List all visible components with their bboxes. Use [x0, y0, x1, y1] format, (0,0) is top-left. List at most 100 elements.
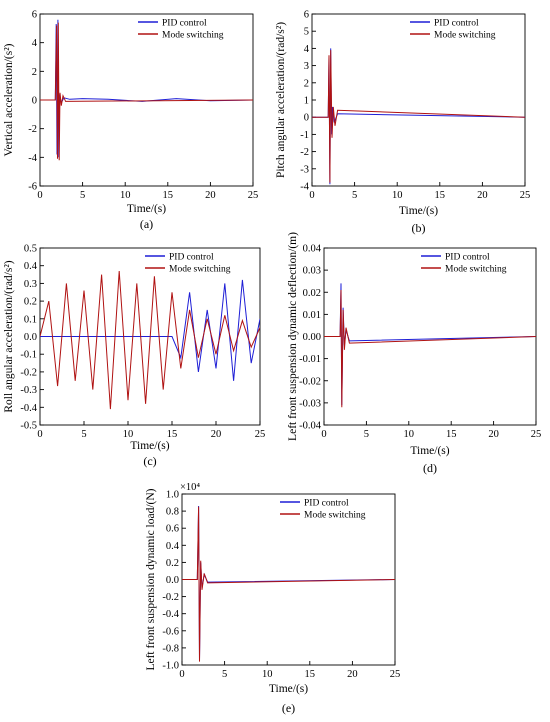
x-tick-label: 5 — [222, 669, 227, 680]
series-line-pid-control — [324, 283, 536, 406]
series-line-pid-control — [40, 279, 260, 381]
y-tick-label: 3 — [304, 61, 309, 72]
y-multiplier-label: ×10⁴ — [180, 482, 200, 493]
y-tick-label: 5 — [304, 27, 309, 38]
y-tick-label: -6 — [28, 182, 37, 193]
y-tick-label: 0.00 — [303, 332, 321, 343]
y-tick-label: 0.5 — [24, 244, 37, 255]
x-tick-label: 25 — [390, 669, 401, 680]
y-axis-label: Roll angular acceleration/(rad/s²) — [3, 260, 15, 412]
x-tick-label: 10 — [123, 429, 134, 440]
panel-caption: (a) — [140, 217, 153, 231]
y-tick-label: 0.01 — [303, 310, 321, 321]
x-tick-label: 0 — [37, 190, 42, 201]
y-tick-label: -1 — [300, 130, 309, 141]
legend-label-mode-switching: Mode switching — [169, 265, 231, 275]
y-tick-label: 0.6 — [166, 524, 179, 535]
y-tick-label: 4 — [32, 38, 38, 49]
x-tick-label: 15 — [435, 190, 446, 201]
x-tick-label: 0 — [309, 190, 314, 201]
x-tick-label: 25 — [531, 429, 542, 440]
legend-label-pid-control: PID control — [304, 499, 349, 509]
y-tick-label: -0.01 — [299, 354, 321, 365]
legend-label-pid-control: PID control — [445, 253, 490, 263]
legend-label-mode-switching: Mode switching — [162, 31, 224, 41]
x-tick-label: 15 — [167, 429, 178, 440]
x-tick-label: 5 — [364, 429, 369, 440]
y-tick-label: 0.04 — [303, 244, 322, 255]
x-tick-label: 10 — [404, 429, 415, 440]
y-axis-label: Left front suspension dynamic load/(N) — [145, 488, 157, 670]
y-tick-label: 4 — [304, 44, 310, 55]
chart-panel-5: 0 5 10 15 20 25 -1.0 -0.8 -0.6 -0.4 -0.2 0.0 0.2 0.4 0… — [145, 482, 400, 715]
y-tick-label: -2 — [28, 124, 37, 135]
y-tick-label: 0 — [32, 96, 37, 107]
x-tick-label: 20 — [347, 669, 358, 680]
y-tick-label: 0.02 — [303, 288, 321, 299]
y-tick-label: -0.3 — [20, 385, 37, 396]
x-tick-label: 20 — [211, 429, 222, 440]
y-tick-label: 0.1 — [24, 314, 37, 325]
y-tick-label: -0.4 — [20, 403, 37, 414]
x-axis-label: Time/(s) — [399, 205, 438, 217]
y-tick-label: -4 — [28, 153, 37, 164]
legend-label-pid-control: PID control — [169, 253, 214, 263]
y-tick-label: -0.5 — [20, 421, 37, 432]
y-tick-label: 0.0 — [166, 575, 179, 586]
x-tick-label: 20 — [477, 190, 488, 201]
y-tick-label: 0.8 — [166, 507, 179, 518]
x-tick-label: 15 — [446, 429, 457, 440]
y-tick-label: -0.4 — [162, 609, 179, 620]
chart-panel-2: 0 5 10 15 20 25 -4 -3 -2 -1 0 1 2 3 4 5 6 PID control Mode… — [275, 10, 530, 236]
series-line-mode-switching — [182, 506, 395, 662]
panel-caption: (b) — [412, 221, 426, 235]
x-axis-label: Time/(s) — [130, 440, 169, 452]
series-line-mode-switching — [40, 22, 253, 161]
y-tick-label: -0.2 — [162, 592, 179, 603]
x-tick-label: 15 — [163, 190, 174, 201]
y-tick-label: -0.1 — [20, 350, 37, 361]
y-tick-label: 0.4 — [24, 261, 38, 272]
y-tick-label: 0.2 — [24, 297, 37, 308]
x-tick-label: 10 — [120, 190, 131, 201]
x-tick-label: 10 — [392, 190, 403, 201]
x-tick-label: 25 — [248, 190, 259, 201]
series-line-mode-switching — [312, 50, 525, 183]
y-tick-label: 0.3 — [24, 279, 37, 290]
series-line-mode-switching — [324, 289, 536, 408]
x-tick-label: 0 — [179, 669, 184, 680]
y-tick-label: 2 — [304, 78, 309, 89]
y-tick-label: -0.02 — [299, 376, 321, 387]
y-tick-label: 0 — [304, 113, 309, 124]
x-tick-label: 10 — [262, 669, 273, 680]
legend-label-mode-switching: Mode switching — [434, 31, 496, 41]
y-axis-label: Left front suspension dynamic deflection… — [287, 232, 299, 441]
y-axis-label: Pitch angular acceleration/(rad/s²) — [275, 22, 287, 178]
x-tick-label: 5 — [81, 429, 86, 440]
x-axis-label: Time/(s) — [410, 445, 449, 457]
legend-label-pid-control: PID control — [162, 19, 207, 29]
y-tick-label: 0.4 — [166, 541, 180, 552]
chart-panel-4: 0 5 10 15 20 25 -0.04 -0.03 -0.02 -0.01 0.00 0.01 0.… — [287, 232, 541, 475]
x-tick-label: 25 — [255, 429, 266, 440]
x-tick-label: 5 — [80, 190, 85, 201]
y-tick-label: -0.04 — [299, 421, 322, 432]
y-tick-label: -0.2 — [20, 367, 37, 378]
plot-frame — [323, 247, 537, 426]
series-line-mode-switching — [40, 270, 260, 410]
y-tick-label: -1.0 — [162, 661, 179, 672]
x-axis-label: Time/(s) — [269, 683, 308, 695]
legend-label-mode-switching: Mode switching — [304, 511, 366, 521]
y-tick-label: -0.6 — [162, 626, 179, 637]
x-axis-label: Time/(s) — [127, 203, 166, 215]
chart-panel-1: 0 5 10 15 20 25 -6 -4 -2 0 2 4 6 PID control Mode swit… — [3, 10, 258, 232]
y-tick-label: -0.03 — [299, 398, 321, 409]
series-line-pid-control — [182, 505, 395, 661]
y-tick-label: 0.0 — [24, 332, 37, 343]
x-tick-label: 25 — [520, 190, 531, 201]
x-tick-label: 15 — [305, 669, 316, 680]
y-tick-label: 2 — [32, 67, 37, 78]
y-axis-label: Vertical acceleration/(s²) — [3, 43, 15, 156]
x-tick-label: 0 — [37, 429, 42, 440]
